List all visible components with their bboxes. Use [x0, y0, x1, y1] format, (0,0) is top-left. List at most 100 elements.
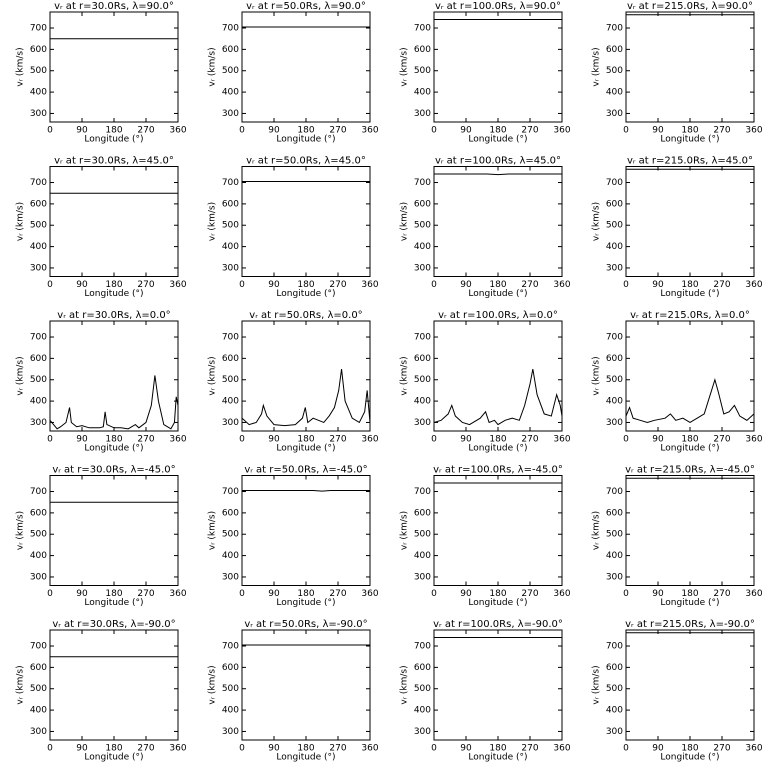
x-tick-label: 90	[76, 435, 88, 445]
y-axis-label: vᵣ (km/s)	[592, 511, 602, 550]
panel: vᵣ at r=100.0Rs, λ=45.0° 0 90 180 270 360 300 4…	[400, 156, 571, 300]
plot-frame	[625, 320, 755, 432]
x-tick-label: 90	[76, 589, 88, 599]
y-tick-label: 400	[30, 551, 47, 561]
panel-title: vᵣ at r=50.0Rs, λ=-45.0°	[244, 465, 367, 476]
x-axis-label: Longitude (°)	[84, 444, 143, 454]
x-tick-label: 90	[268, 126, 280, 136]
y-tick-label: 700	[222, 487, 239, 497]
y-tick-label: 300	[606, 109, 623, 119]
x-tick-label: 0	[239, 280, 245, 290]
y-tick-label: 700	[222, 24, 239, 34]
x-tick-label: 0	[239, 744, 245, 754]
x-tick-label: 90	[76, 126, 88, 136]
y-tick-label: 400	[30, 706, 47, 716]
y-tick-label: 300	[222, 109, 239, 119]
y-tick-label: 400	[606, 242, 623, 252]
data-line	[625, 377, 755, 424]
x-tick-label: 270	[329, 126, 346, 136]
x-tick-label: 0	[431, 435, 437, 445]
panel: vᵣ at r=50.0Rs, λ=0.0° 0 90 180 270 360 300 400…	[208, 310, 379, 454]
x-tick-label: 360	[553, 744, 570, 754]
y-tick-label: 400	[414, 88, 431, 98]
y-axis-label: vᵣ (km/s)	[400, 202, 410, 241]
y-tick-label: 600	[30, 45, 47, 55]
x-tick-label: 360	[169, 744, 186, 754]
y-axis-label: vᵣ (km/s)	[16, 665, 26, 704]
panel-title: vᵣ at r=215.0Rs, λ=45.0°	[627, 156, 753, 167]
y-tick-label: 300	[222, 263, 239, 273]
panel-title: vᵣ at r=100.0Rs, λ=0.0°	[438, 310, 558, 321]
y-tick-label: 700	[606, 333, 623, 343]
y-tick-label: 500	[414, 221, 431, 231]
x-tick-label: 0	[623, 589, 629, 599]
y-tick-label: 500	[222, 221, 239, 231]
y-axis-label: vᵣ (km/s)	[208, 356, 218, 395]
y-tick-label: 300	[414, 109, 431, 119]
y-tick-label: 300	[414, 727, 431, 737]
x-tick-label: 90	[268, 744, 280, 754]
y-axis-label: vᵣ (km/s)	[208, 665, 218, 704]
y-tick-label: 700	[30, 487, 47, 497]
plot-frame	[241, 166, 371, 277]
y-tick-label: 600	[222, 508, 239, 518]
plot-frame	[49, 629, 179, 741]
x-tick-label: 360	[745, 744, 762, 754]
x-tick-label: 0	[47, 589, 53, 599]
panel: vᵣ at r=30.0Rs, λ=0.0° 0 90 180 270 360 300 400…	[16, 310, 187, 454]
y-tick-label: 600	[414, 663, 431, 673]
panel-title: vᵣ at r=50.0Rs, λ=0.0°	[249, 310, 362, 321]
x-tick-label: 360	[361, 744, 378, 754]
panel: vᵣ at r=100.0Rs, λ=-90.0° 0 90 180 270 360 300…	[400, 619, 571, 763]
y-tick-label: 400	[414, 706, 431, 716]
x-tick-label: 270	[329, 744, 346, 754]
x-tick-label: 0	[623, 744, 629, 754]
y-tick-label: 500	[222, 375, 239, 385]
y-axis-label: vᵣ (km/s)	[400, 511, 410, 550]
data-line	[49, 375, 179, 430]
x-tick-label: 270	[713, 280, 730, 290]
x-axis-label: Longitude (°)	[660, 444, 719, 454]
panel: vᵣ at r=100.0Rs, λ=90.0° 0 90 180 270 360 300 4…	[400, 1, 571, 145]
panel: vᵣ at r=50.0Rs, λ=45.0° 0 90 180 270 360 300 40…	[208, 156, 379, 300]
x-tick-label: 270	[137, 280, 154, 290]
x-tick-label: 180	[105, 744, 122, 754]
y-tick-label: 300	[606, 572, 623, 582]
y-tick-label: 600	[222, 45, 239, 55]
y-tick-label: 300	[30, 418, 47, 428]
panel: vᵣ at r=30.0Rs, λ=45.0° 0 90 180 270 360 300 40…	[16, 156, 187, 300]
y-tick-label: 300	[606, 727, 623, 737]
y-axis-label: vᵣ (km/s)	[400, 356, 410, 395]
plot-frame	[49, 11, 179, 123]
y-tick-label: 700	[606, 178, 623, 188]
y-tick-label: 400	[414, 551, 431, 561]
y-tick-label: 700	[414, 642, 431, 652]
x-tick-label: 360	[169, 589, 186, 599]
y-tick-label: 400	[30, 242, 47, 252]
panel: vᵣ at r=215.0Rs, λ=0.0° 0 90 180 270 360 300 40…	[592, 310, 763, 454]
y-tick-label: 300	[30, 109, 47, 119]
x-tick-label: 360	[361, 280, 378, 290]
x-tick-label: 180	[681, 744, 698, 754]
y-tick-label: 400	[606, 88, 623, 98]
x-tick-label: 180	[297, 280, 314, 290]
panel-title: vᵣ at r=30.0Rs, λ=90.0°	[54, 1, 174, 12]
y-tick-label: 400	[222, 242, 239, 252]
y-axis-label: vᵣ (km/s)	[16, 511, 26, 550]
x-tick-label: 360	[553, 589, 570, 599]
x-tick-label: 270	[329, 280, 346, 290]
panel: vᵣ at r=215.0Rs, λ=45.0° 0 90 180 270 360 300 4…	[592, 156, 763, 300]
plot-frame	[49, 320, 179, 432]
y-tick-label: 500	[606, 530, 623, 540]
y-tick-label: 500	[414, 375, 431, 385]
y-tick-label: 500	[606, 221, 623, 231]
x-tick-label: 360	[745, 435, 762, 445]
y-tick-label: 700	[30, 24, 47, 34]
x-tick-label: 270	[329, 435, 346, 445]
y-tick-label: 500	[30, 66, 47, 76]
x-tick-label: 180	[297, 435, 314, 445]
x-axis-label: Longitude (°)	[276, 289, 335, 299]
y-tick-label: 600	[30, 663, 47, 673]
x-tick-label: 90	[268, 589, 280, 599]
